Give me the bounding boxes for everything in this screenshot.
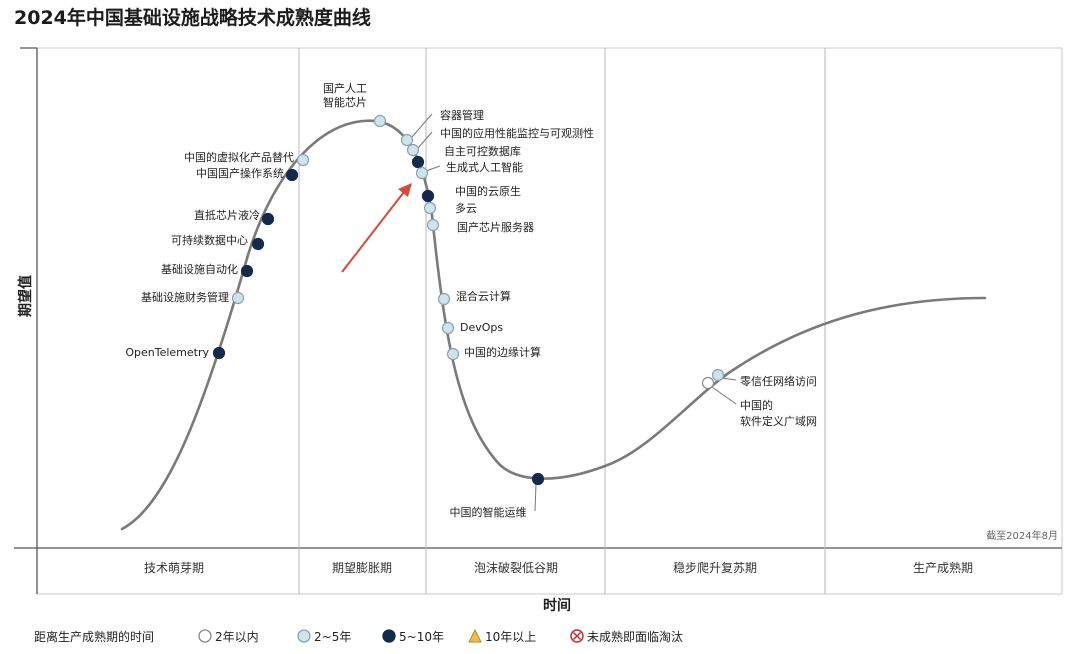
technology-label: 多云 bbox=[455, 201, 477, 215]
phase-label-slope: 稳步爬升复苏期 bbox=[673, 560, 757, 575]
technology-marker bbox=[400, 133, 414, 147]
technology-marker bbox=[285, 168, 299, 182]
leader-line bbox=[411, 113, 433, 138]
leader-line bbox=[711, 386, 737, 405]
technology-label: 中国的应用性能监控与可观测性 bbox=[440, 126, 594, 140]
technology-label: 基础设施财务管理 bbox=[141, 290, 229, 304]
technology-label: 国产人工智能芯片 bbox=[323, 81, 367, 109]
technology-label: DevOps bbox=[460, 321, 503, 334]
phase-labels: 技术萌芽期 期望膨胀期 泡沫破裂低谷期 稳步爬升复苏期 生产成熟期 bbox=[144, 560, 973, 575]
technology-marker bbox=[426, 218, 440, 232]
technology-label: 中国的软件定义广域网 bbox=[740, 398, 817, 428]
legend-label: 5~10年 bbox=[399, 630, 444, 644]
legend-swatch bbox=[297, 629, 311, 643]
technology-marker bbox=[441, 321, 455, 335]
technology-marker bbox=[421, 189, 435, 203]
leader-line bbox=[721, 377, 737, 381]
technology-label: 中国的智能运维 bbox=[450, 505, 527, 519]
technology-label: 生成式人工智能 bbox=[446, 160, 523, 174]
legend-label: 2年以内 bbox=[215, 630, 259, 644]
phase-label-peak: 期望膨胀期 bbox=[332, 561, 392, 575]
technology-marker bbox=[423, 201, 437, 215]
technology-label: 自主可控数据库 bbox=[444, 144, 521, 158]
phase-separators bbox=[298, 48, 826, 594]
legend-label: 10年以上 bbox=[485, 630, 536, 644]
legend-swatch bbox=[198, 629, 212, 643]
legend-swatch bbox=[468, 628, 482, 643]
legend: 距离生产成熟期的时间 2年以内 2~5年 5~10年 10年以上 未成熟即面临淘汰 bbox=[34, 628, 683, 644]
technology-label: 中国的边缘计算 bbox=[464, 345, 541, 359]
legend-swatch-cross bbox=[572, 631, 582, 641]
technology-marker bbox=[701, 376, 715, 390]
technology-label: 直抵芯片液冷 bbox=[194, 208, 260, 222]
technology-marker bbox=[531, 472, 545, 486]
technology-marker bbox=[415, 166, 429, 180]
phase-label-innovation: 技术萌芽期 bbox=[144, 561, 204, 575]
technology-marker bbox=[373, 114, 387, 128]
as-of-date: 截至2024年8月 bbox=[986, 529, 1058, 542]
phase-label-plateau: 生产成熟期 bbox=[913, 560, 973, 575]
technology-marker bbox=[251, 237, 265, 251]
technology-label: 中国国产操作系统 bbox=[196, 166, 284, 180]
technology-label: 中国的虚拟化产品替代 bbox=[184, 150, 294, 164]
highlight-arrow bbox=[341, 183, 412, 273]
chart-title: 2024年中国基础设施战略技术成熟度曲线 bbox=[14, 6, 371, 29]
technology-marker bbox=[261, 212, 275, 226]
legend-label: 未成熟即面临淘汰 bbox=[587, 629, 683, 644]
x-axis-title: 时间 bbox=[543, 597, 571, 614]
technology-marker bbox=[711, 368, 725, 382]
technology-marker bbox=[231, 291, 245, 305]
technology-label: 中国的云原生 bbox=[455, 184, 521, 198]
technology-marker bbox=[437, 292, 451, 306]
phase-label-trough: 泡沫破裂低谷期 bbox=[474, 560, 558, 575]
legend-label: 2~5年 bbox=[314, 630, 351, 644]
technology-markers: OpenTelemetry 基础设施财务管理 基础设施自动化 可持续数据中心 直抵芯片液… bbox=[125, 81, 817, 519]
technology-label: 基础设施自动化 bbox=[161, 262, 238, 276]
technology-marker bbox=[212, 346, 226, 360]
technology-label: 容器管理 bbox=[440, 108, 484, 122]
technology-label: 混合云计算 bbox=[456, 289, 511, 303]
technology-marker bbox=[240, 264, 254, 278]
leader-line bbox=[417, 131, 433, 149]
hype-curve bbox=[120, 119, 987, 531]
technology-label: 国产芯片服务器 bbox=[457, 220, 534, 234]
technology-marker bbox=[296, 153, 310, 167]
leader-line bbox=[534, 483, 537, 512]
technology-marker bbox=[446, 347, 460, 361]
technology-label: 零信任网络访问 bbox=[740, 374, 817, 388]
plot-frame bbox=[14, 47, 1063, 595]
technology-label: OpenTelemetry bbox=[125, 346, 209, 359]
technology-marker bbox=[406, 143, 420, 157]
technology-label: 可持续数据中心 bbox=[171, 233, 248, 247]
legend-title: 距离生产成熟期的时间 bbox=[34, 629, 154, 644]
legend-swatch bbox=[382, 629, 396, 643]
technology-marker bbox=[411, 155, 425, 169]
y-axis-title: 期望值 bbox=[17, 275, 34, 317]
leader-line bbox=[425, 165, 441, 172]
